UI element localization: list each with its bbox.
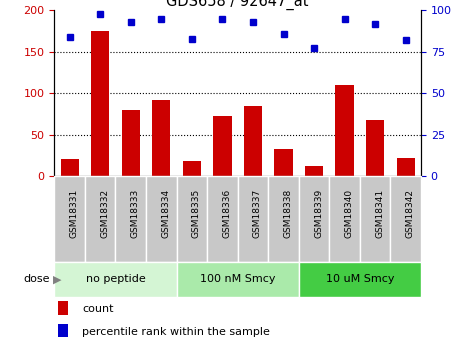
Text: GSM18334: GSM18334 bbox=[161, 189, 170, 238]
Text: GSM18342: GSM18342 bbox=[406, 189, 415, 238]
Bar bbox=[244, 106, 262, 176]
Bar bbox=[237, 176, 268, 262]
Bar bbox=[183, 161, 201, 176]
Text: ▶: ▶ bbox=[53, 275, 62, 284]
Text: GSM18336: GSM18336 bbox=[222, 189, 231, 238]
Text: GSM18337: GSM18337 bbox=[253, 189, 262, 238]
Bar bbox=[122, 110, 140, 176]
Bar bbox=[360, 176, 390, 262]
Text: count: count bbox=[82, 304, 114, 314]
Bar bbox=[176, 262, 299, 297]
Text: GSM18333: GSM18333 bbox=[131, 189, 140, 238]
Bar bbox=[335, 85, 354, 176]
Bar bbox=[146, 176, 176, 262]
Bar bbox=[91, 31, 109, 176]
Bar bbox=[299, 176, 329, 262]
Bar bbox=[305, 166, 323, 176]
Bar bbox=[213, 116, 232, 176]
Bar bbox=[152, 100, 170, 176]
Bar bbox=[85, 176, 115, 262]
Bar bbox=[366, 120, 384, 176]
Text: GSM18340: GSM18340 bbox=[345, 189, 354, 238]
Text: dose: dose bbox=[23, 275, 50, 284]
Bar bbox=[58, 324, 68, 337]
Text: GSM18339: GSM18339 bbox=[314, 189, 323, 238]
Bar bbox=[396, 158, 415, 176]
Text: no peptide: no peptide bbox=[86, 275, 145, 284]
Text: GSM18332: GSM18332 bbox=[100, 189, 109, 238]
Bar bbox=[54, 262, 176, 297]
Bar bbox=[115, 176, 146, 262]
Bar bbox=[299, 262, 421, 297]
Text: 100 nM Smcy: 100 nM Smcy bbox=[200, 275, 275, 284]
Text: GSM18335: GSM18335 bbox=[192, 189, 201, 238]
Bar bbox=[207, 176, 237, 262]
Bar bbox=[54, 176, 85, 262]
Bar bbox=[274, 149, 293, 176]
Title: GDS658 / 92647_at: GDS658 / 92647_at bbox=[166, 0, 309, 10]
Text: GSM18338: GSM18338 bbox=[283, 189, 292, 238]
Text: GSM18331: GSM18331 bbox=[70, 189, 79, 238]
Bar bbox=[176, 176, 207, 262]
Bar bbox=[58, 301, 68, 315]
Text: GSM18341: GSM18341 bbox=[375, 189, 384, 238]
Bar bbox=[390, 176, 421, 262]
Text: 10 uM Smcy: 10 uM Smcy bbox=[325, 275, 394, 284]
Text: percentile rank within the sample: percentile rank within the sample bbox=[82, 327, 270, 337]
Bar bbox=[61, 159, 79, 176]
Bar bbox=[329, 176, 360, 262]
Bar bbox=[268, 176, 299, 262]
